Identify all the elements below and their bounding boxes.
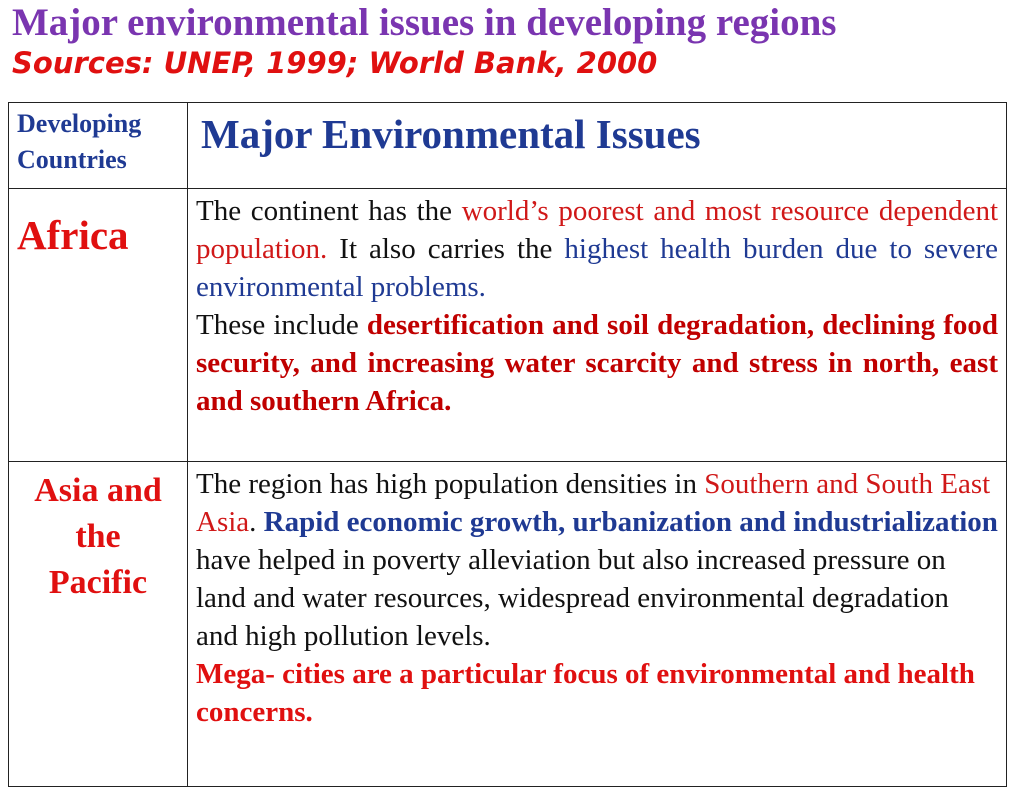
- asia-text-rapid-growth: Rapid economic growth, urbanization and …: [263, 506, 998, 538]
- africa-paragraph-2: These include desertification and soil d…: [196, 306, 998, 420]
- issues-cell-africa: The continent has the world’s poorest an…: [187, 188, 1007, 462]
- region-asia-line1: Asia and: [34, 472, 162, 509]
- africa-text-poorest: world’s poorest and most resource depend…: [196, 195, 998, 265]
- region-asia-line3: Pacific: [48, 564, 148, 601]
- column-header-countries-line2: Countries: [17, 145, 127, 174]
- sources-subtitle: Sources: UNEP, 1999; World Bank, 2000: [12, 46, 658, 80]
- column-header-issues: Major Environmental Issues: [187, 102, 1007, 189]
- africa-paragraph-1: The continent has the world’s poorest an…: [196, 192, 998, 306]
- page-title: Major environmental issues in developing…: [12, 1, 837, 44]
- africa-text-these-include: These include: [196, 309, 367, 341]
- table-row-asia-pacific: Asia and the Pacific The region has high…: [8, 461, 1007, 787]
- table-header-row: Developing Countries Major Environmental…: [8, 102, 1007, 189]
- region-cell-africa: Africa: [8, 188, 188, 462]
- africa-text-intro: The continent has the: [196, 195, 462, 227]
- africa-text-health-burden: highest health burden due to severe envi…: [196, 233, 998, 303]
- column-header-countries-line1: Developing: [17, 109, 142, 138]
- asia-text-consequences: have helped in poverty alleviation but a…: [196, 544, 949, 652]
- africa-text-issues-list: desertification and soil degradation, de…: [196, 309, 998, 417]
- asia-paragraph-2: Mega- cities are a particular focus of e…: [196, 655, 998, 731]
- asia-text-period: .: [249, 506, 264, 538]
- column-header-countries: Developing Countries: [8, 102, 188, 189]
- asia-text-intro: The region has high population densities…: [196, 468, 705, 500]
- asia-paragraph-1: The region has high population densities…: [196, 465, 998, 655]
- africa-text-also: It also carries the: [327, 233, 565, 265]
- table-row-africa: Africa The continent has the world’s poo…: [8, 188, 1007, 462]
- issues-cell-asia-pacific: The region has high population densities…: [187, 461, 1007, 787]
- asia-text-mega-cities: Mega- cities are a particular focus of e…: [196, 658, 975, 728]
- asia-text-southern-asia: Southern and South East Asia: [196, 468, 991, 538]
- region-asia-line2: the: [75, 518, 121, 555]
- issues-table: Developing Countries Major Environmental…: [8, 102, 1007, 787]
- region-cell-asia-pacific: Asia and the Pacific: [8, 461, 188, 787]
